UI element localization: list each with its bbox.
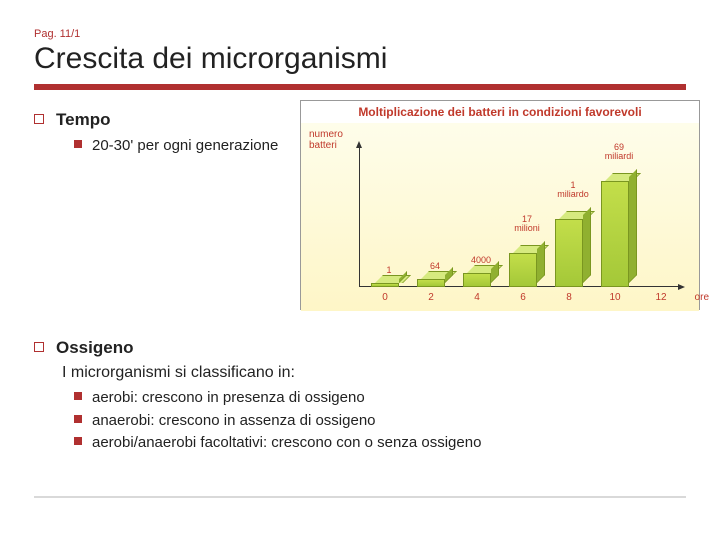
bar-label: 17milioni [514, 215, 540, 233]
chart-xlabel: ore [695, 292, 709, 303]
bar [555, 211, 591, 287]
bullet-solid-icon [74, 415, 82, 423]
bar [509, 245, 545, 287]
bar-label: 1 [386, 266, 391, 275]
bar-label: 69miliardi [605, 143, 634, 161]
bar-label: 4000 [471, 256, 491, 265]
x-tick: 12 [655, 292, 666, 303]
arrow-right-icon [678, 284, 685, 290]
chart-title: Moltiplicazione dei batteri in condizion… [301, 101, 699, 123]
chart-ylabel-1: numero [309, 129, 343, 140]
heading-ossigeno: Ossigeno [34, 338, 686, 358]
bar-label: 64 [430, 262, 440, 271]
arrow-up-icon [356, 141, 362, 148]
ossigeno-item-text: aerobi: crescono in presenza di ossigeno [92, 389, 365, 406]
tempo-detail: 20-30' per ogni generazione [74, 136, 294, 156]
chart-axis-area: 164400017milioni1miliardo69miliardi 0246… [359, 147, 679, 287]
x-tick: 10 [609, 292, 620, 303]
bar [463, 265, 499, 287]
ossigeno-item: aerobi/anaerobi facoltativi: crescono co… [74, 433, 686, 453]
ossigeno-item-text: aerobi/anaerobi facoltativi: crescono co… [92, 434, 481, 451]
title-underline [34, 84, 686, 90]
bullet-open-icon [34, 114, 44, 124]
ossigeno-item: anaerobi: crescono in assenza di ossigen… [74, 411, 686, 431]
bar [417, 271, 453, 287]
chart-body: numero batteri 164400017milioni1miliardo… [301, 123, 699, 311]
bar [601, 173, 637, 287]
heading-tempo-text: Tempo [56, 110, 110, 129]
section-ossigeno: Ossigeno I microrganismi si classificano… [34, 338, 686, 453]
heading-tempo: Tempo [34, 110, 294, 130]
x-tick: 2 [428, 292, 434, 303]
y-axis [359, 147, 360, 287]
ossigeno-intro: I microrganismi si classificano in: [62, 364, 686, 382]
chart-ylabel: numero batteri [309, 129, 343, 151]
bar-label: 1miliardo [557, 181, 589, 199]
bullet-solid-icon [74, 392, 82, 400]
bacteria-growth-chart: Moltiplicazione dei batteri in condizion… [300, 100, 700, 310]
x-tick: 0 [382, 292, 388, 303]
chart-ylabel-2: batteri [309, 140, 337, 151]
tempo-detail-text: 20-30' per ogni generazione [92, 137, 278, 154]
bullet-solid-icon [74, 437, 82, 445]
ossigeno-item: aerobi: crescono in presenza di ossigeno [74, 388, 686, 408]
ossigeno-item-text: anaerobi: crescono in assenza di ossigen… [92, 412, 376, 429]
x-tick: 4 [474, 292, 480, 303]
bullet-solid-icon [74, 140, 82, 148]
x-tick: 6 [520, 292, 526, 303]
page-title: Crescita dei microrganismi [34, 42, 387, 76]
footer-line [34, 496, 686, 498]
bar [371, 275, 407, 287]
heading-ossigeno-text: Ossigeno [56, 338, 133, 357]
page-number: Pag. 11/1 [34, 28, 80, 40]
x-tick: 8 [566, 292, 572, 303]
bullet-open-icon [34, 342, 44, 352]
